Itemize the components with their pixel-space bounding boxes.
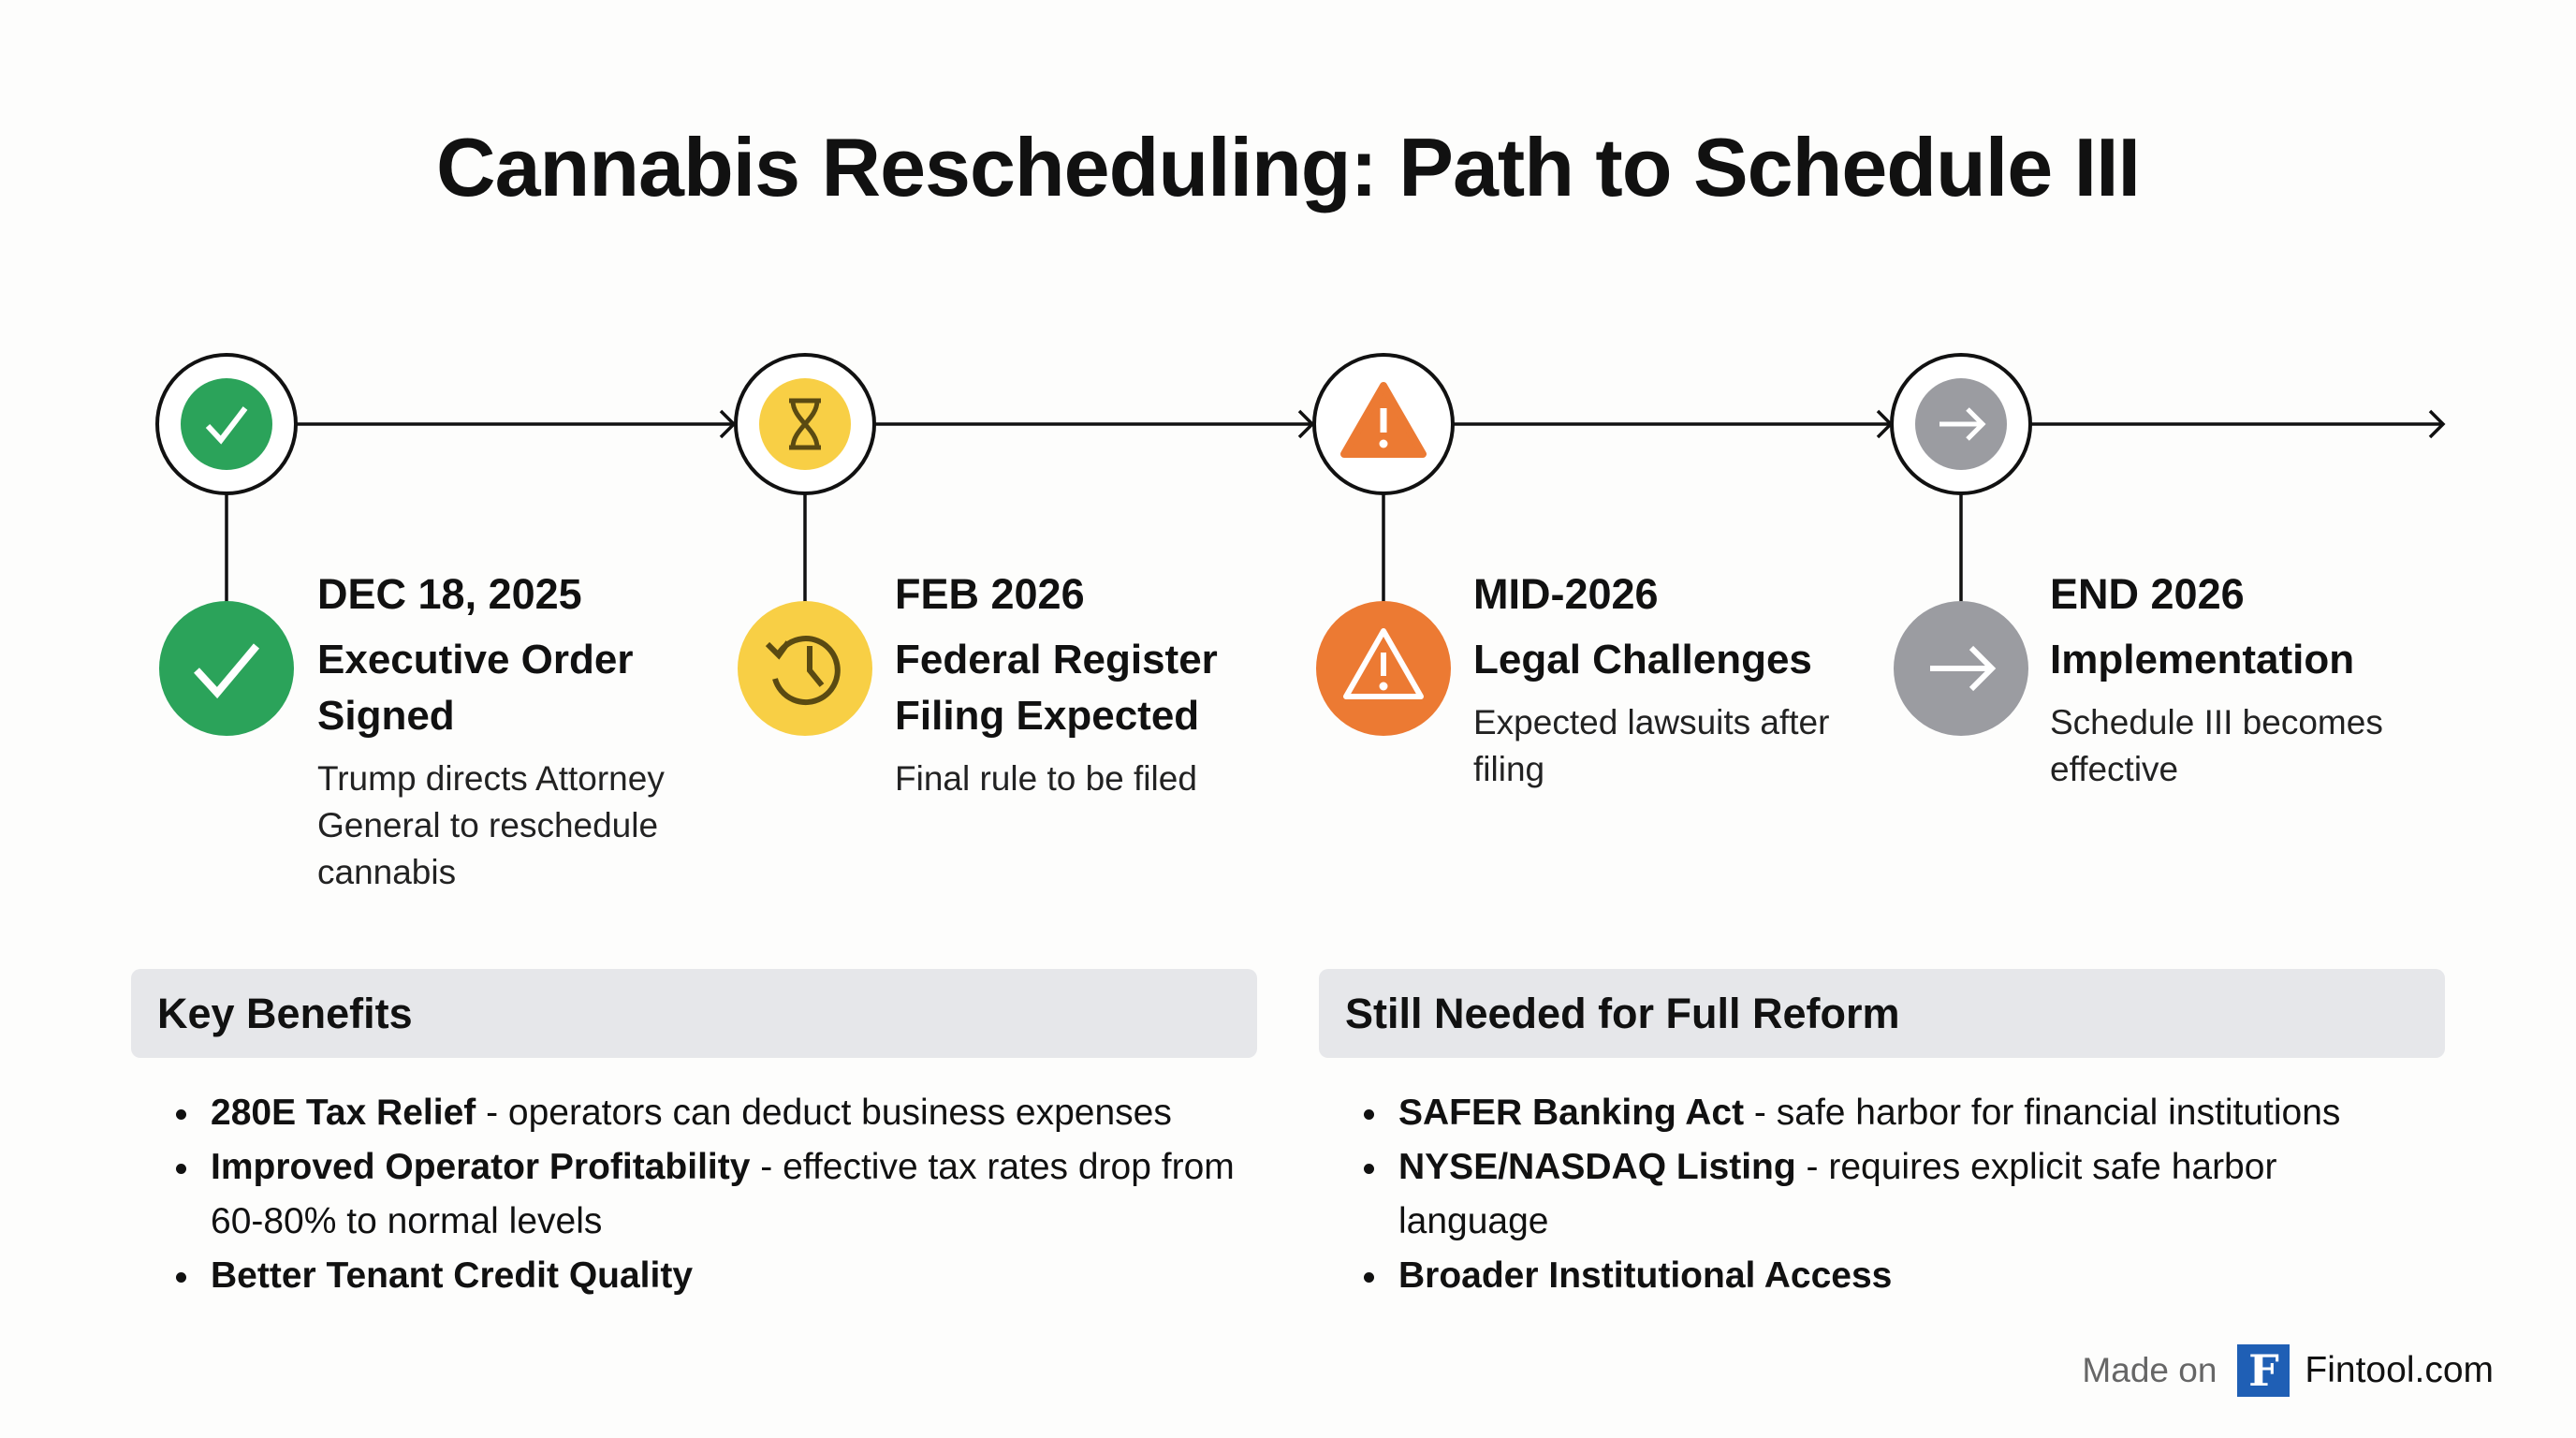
milestone-4-badge [1894,601,2028,736]
footer-attribution[interactable]: Made on F Fintool.com [2082,1343,2494,1399]
milestone-description: Schedule III becomes effective [2050,703,2383,788]
milestone-1-node [155,353,298,495]
list-item: 280E Tax Relief - operators can deduct b… [131,1086,1257,1140]
timeline-axis [225,409,2446,603]
milestone-3-node [1312,353,1455,495]
arrow-right-icon [1930,645,1997,692]
milestone-title: Implementation [2050,637,2355,682]
list-item: SAFER Banking Act - safe harbor for fina… [1319,1086,2445,1140]
made-on-label: Made on [2082,1351,2217,1389]
page-title: Cannabis Rescheduling: Path to Schedule … [436,121,2141,213]
milestone-2-badge [738,601,872,736]
list-item: Better Tenant Credit Quality [131,1249,1257,1303]
milestone-2-node [734,353,876,495]
arrow-right-icon [1939,407,1986,441]
milestone-title: Legal Challenges [1473,637,1812,682]
milestone-description: Final rule to be filed [895,759,1197,798]
panel-heading: Still Needed for Full Reform [1319,969,2445,1058]
key-benefits-panel: Key Benefits 280E Tax Relief - operators… [131,969,1257,1303]
milestone-3-badge [1316,601,1451,736]
list-item: Improved Operator Profitability - effect… [131,1140,1257,1249]
site-link[interactable]: Fintool.com [2305,1350,2494,1390]
list-item: NYSE/NASDAQ Listing - requires explicit … [1319,1140,2445,1249]
list-item: Broader Institutional Access [1319,1249,2445,1303]
warning-icon [1343,628,1424,699]
milestone-description: Trump directs Attorney General to resche… [317,759,665,891]
fintool-logo-icon: F [2237,1344,2291,1397]
milestone-4: END 2026 Implementation Schedule III bec… [2050,566,2443,793]
milestone-title: Federal Register Filing Expected [895,637,1218,739]
milestone-4-node [1890,353,2032,495]
milestone-1-badge [159,601,294,736]
milestone-3: MID-2026 Legal Challenges Expected lawsu… [1473,566,1866,793]
hourglass-icon [789,398,821,450]
milestone-1: DEC 18, 2025 Executive Order Signed Trum… [317,566,710,896]
milestone-date: MID-2026 [1473,570,1659,618]
timeline [155,353,2446,736]
panel-heading: Key Benefits [131,969,1257,1058]
milestone-2: FEB 2026 Federal Register Filing Expecte… [895,566,1288,802]
history-clock-icon [765,636,841,706]
check-icon [194,643,260,699]
milestone-description: Expected lawsuits after filing [1473,703,1830,788]
milestone-title: Executive Order Signed [317,637,634,739]
still-needed-panel: Still Needed for Full Reform SAFER Banki… [1319,969,2445,1303]
check-icon [205,406,248,445]
milestone-date: END 2026 [2050,570,2245,618]
milestone-date: FEB 2026 [895,570,1085,618]
milestone-date: DEC 18, 2025 [317,570,582,618]
